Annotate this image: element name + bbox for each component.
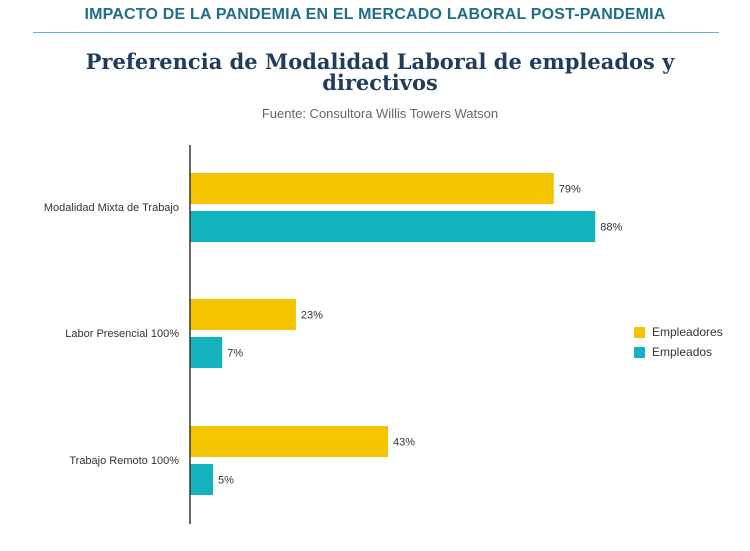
legend: Empleadores Empleados <box>634 322 723 362</box>
header-divider <box>33 32 719 33</box>
bar-mixta-empleadores <box>190 173 554 204</box>
bar-remoto-empleadores <box>190 426 389 457</box>
bar-presencial-empleados <box>190 337 223 368</box>
category-label-remoto: Trabajo Remoto 100% <box>69 455 179 467</box>
legend-swatch-empleados <box>634 346 645 358</box>
chart-title: Preferencia de Modalidad Laboral de empl… <box>85 49 675 95</box>
data-label-mixta-empleadores: 79% <box>559 184 581 196</box>
category-label-presencial: Labor Presencial 100% <box>65 328 179 340</box>
bar-mixta-empleados <box>190 211 596 242</box>
page-header-title: IMPACTO DE LA PANDEMIA EN EL MERCADO LAB… <box>84 6 666 23</box>
bar-presencial-empleadores <box>190 299 296 330</box>
data-label-remoto-empleadores: 43% <box>393 437 415 449</box>
data-label-presencial-empleadores: 23% <box>301 310 323 322</box>
legend-item-empleados: Empleados <box>634 342 723 362</box>
page-header: IMPACTO DE LA PANDEMIA EN EL MERCADO LAB… <box>0 0 750 34</box>
legend-label-empleadores: Empleadores <box>652 325 723 339</box>
legend-item-empleadores: Empleadores <box>634 322 723 342</box>
category-label-mixta: Modalidad Mixta de Trabajo <box>44 202 179 214</box>
legend-label-empleados: Empleados <box>652 345 713 359</box>
bar-remoto-empleados <box>190 464 214 495</box>
data-label-remoto-empleados: 5% <box>218 475 234 487</box>
legend-swatch-empleadores <box>634 326 645 338</box>
data-label-presencial-empleados: 7% <box>227 348 243 360</box>
data-label-mixta-empleados: 88% <box>600 222 622 234</box>
chart-subtitle: Fuente: Consultora Willis Towers Watson <box>261 106 499 121</box>
